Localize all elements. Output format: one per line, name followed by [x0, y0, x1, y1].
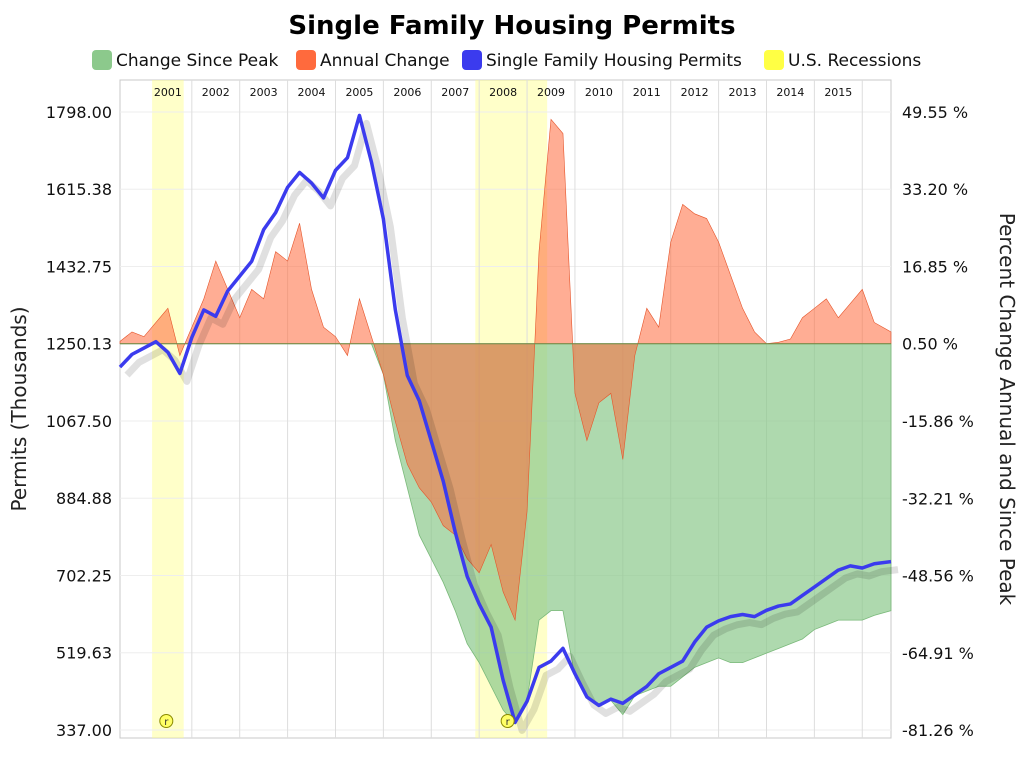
permits-line	[118, 113, 892, 725]
left-axis-ticks: 1798.00 1615.38 1432.75 1250.13 1067.50 884.8…	[46, 103, 112, 740]
left-tick-label: 1250.13	[46, 335, 112, 354]
annual-change-area	[119, 118, 892, 622]
chart-title: Single Family Housing Permits	[288, 11, 735, 41]
permits-line-shadow	[124, 119, 899, 734]
legend[interactable]: Change Since Peak Annual Change Single F…	[92, 50, 921, 71]
legend-swatch	[764, 50, 784, 70]
recession-band	[152, 80, 184, 738]
year-label: 2006	[393, 86, 421, 99]
year-label: 2003	[250, 86, 278, 99]
recession-marker	[159, 714, 174, 728]
left-tick-label: 702.25	[56, 567, 112, 586]
year-label: 2015	[824, 86, 852, 99]
year-label: 2013	[729, 86, 757, 99]
right-tick-label: -81.26 %	[902, 721, 974, 740]
recession-marker-label: r	[506, 717, 511, 728]
legend-item-permits[interactable]: Single Family Housing Permits	[462, 50, 742, 71]
year-label: 2014	[776, 86, 804, 99]
legend-label: U.S. Recessions	[788, 51, 921, 71]
year-label: 2012	[681, 86, 709, 99]
year-label: 2011	[633, 86, 661, 99]
legend-swatch	[296, 50, 316, 70]
right-tick-label: -64.91 %	[902, 644, 974, 663]
legend-label: Change Since Peak	[116, 51, 279, 71]
right-tick-label: -48.56 %	[902, 567, 974, 586]
year-label: 2009	[537, 86, 565, 99]
legend-item-change-since-peak[interactable]: Change Since Peak	[92, 50, 279, 71]
legend-label: Single Family Housing Permits	[486, 51, 742, 71]
right-tick-label: 0.50 %	[902, 335, 958, 354]
year-label: 2008	[489, 86, 517, 99]
legend-label: Annual Change	[320, 51, 450, 71]
year-label: 2005	[345, 86, 373, 99]
right-axis-ticks: 49.55 % 33.20 % 16.85 % 0.50 % -15.86 % -32.2…	[902, 103, 974, 740]
left-tick-label: 1798.00	[46, 103, 112, 122]
right-axis-title: Percent Change Annual and Since Peak	[995, 213, 1019, 606]
right-tick-label: 49.55 %	[902, 103, 968, 122]
left-tick-label: 1432.75	[46, 258, 112, 277]
permits-series	[118, 113, 899, 734]
left-tick-label: 1067.50	[46, 412, 112, 431]
left-axis-title: Permits (Thousands)	[7, 306, 31, 511]
year-labels: 2001 2002 2003 2004 2005 2006 2007 2008 2009 2010…	[154, 86, 852, 99]
year-label: 2004	[298, 86, 326, 99]
year-label: 2002	[202, 86, 230, 99]
year-label: 2007	[441, 86, 469, 99]
right-tick-label: -32.21 %	[902, 489, 974, 508]
left-tick-label: 519.63	[56, 644, 112, 663]
right-tick-label: 16.85 %	[902, 257, 968, 276]
right-tick-label: -15.86 %	[902, 412, 974, 431]
legend-item-annual-change[interactable]: Annual Change	[296, 50, 450, 71]
legend-item-recessions[interactable]: U.S. Recessions	[764, 50, 921, 71]
legend-swatch	[462, 50, 482, 70]
recession-marker	[500, 714, 515, 728]
left-tick-label: 337.00	[56, 721, 112, 740]
annual-change-series	[119, 118, 892, 622]
left-tick-label: 884.88	[56, 489, 112, 508]
right-tick-label: 33.20 %	[902, 180, 968, 199]
left-tick-label: 1615.38	[46, 180, 112, 199]
year-label: 2001	[154, 86, 182, 99]
year-label: 2010	[585, 86, 613, 99]
legend-swatch	[92, 50, 112, 70]
recession-marker-label: r	[164, 717, 169, 728]
